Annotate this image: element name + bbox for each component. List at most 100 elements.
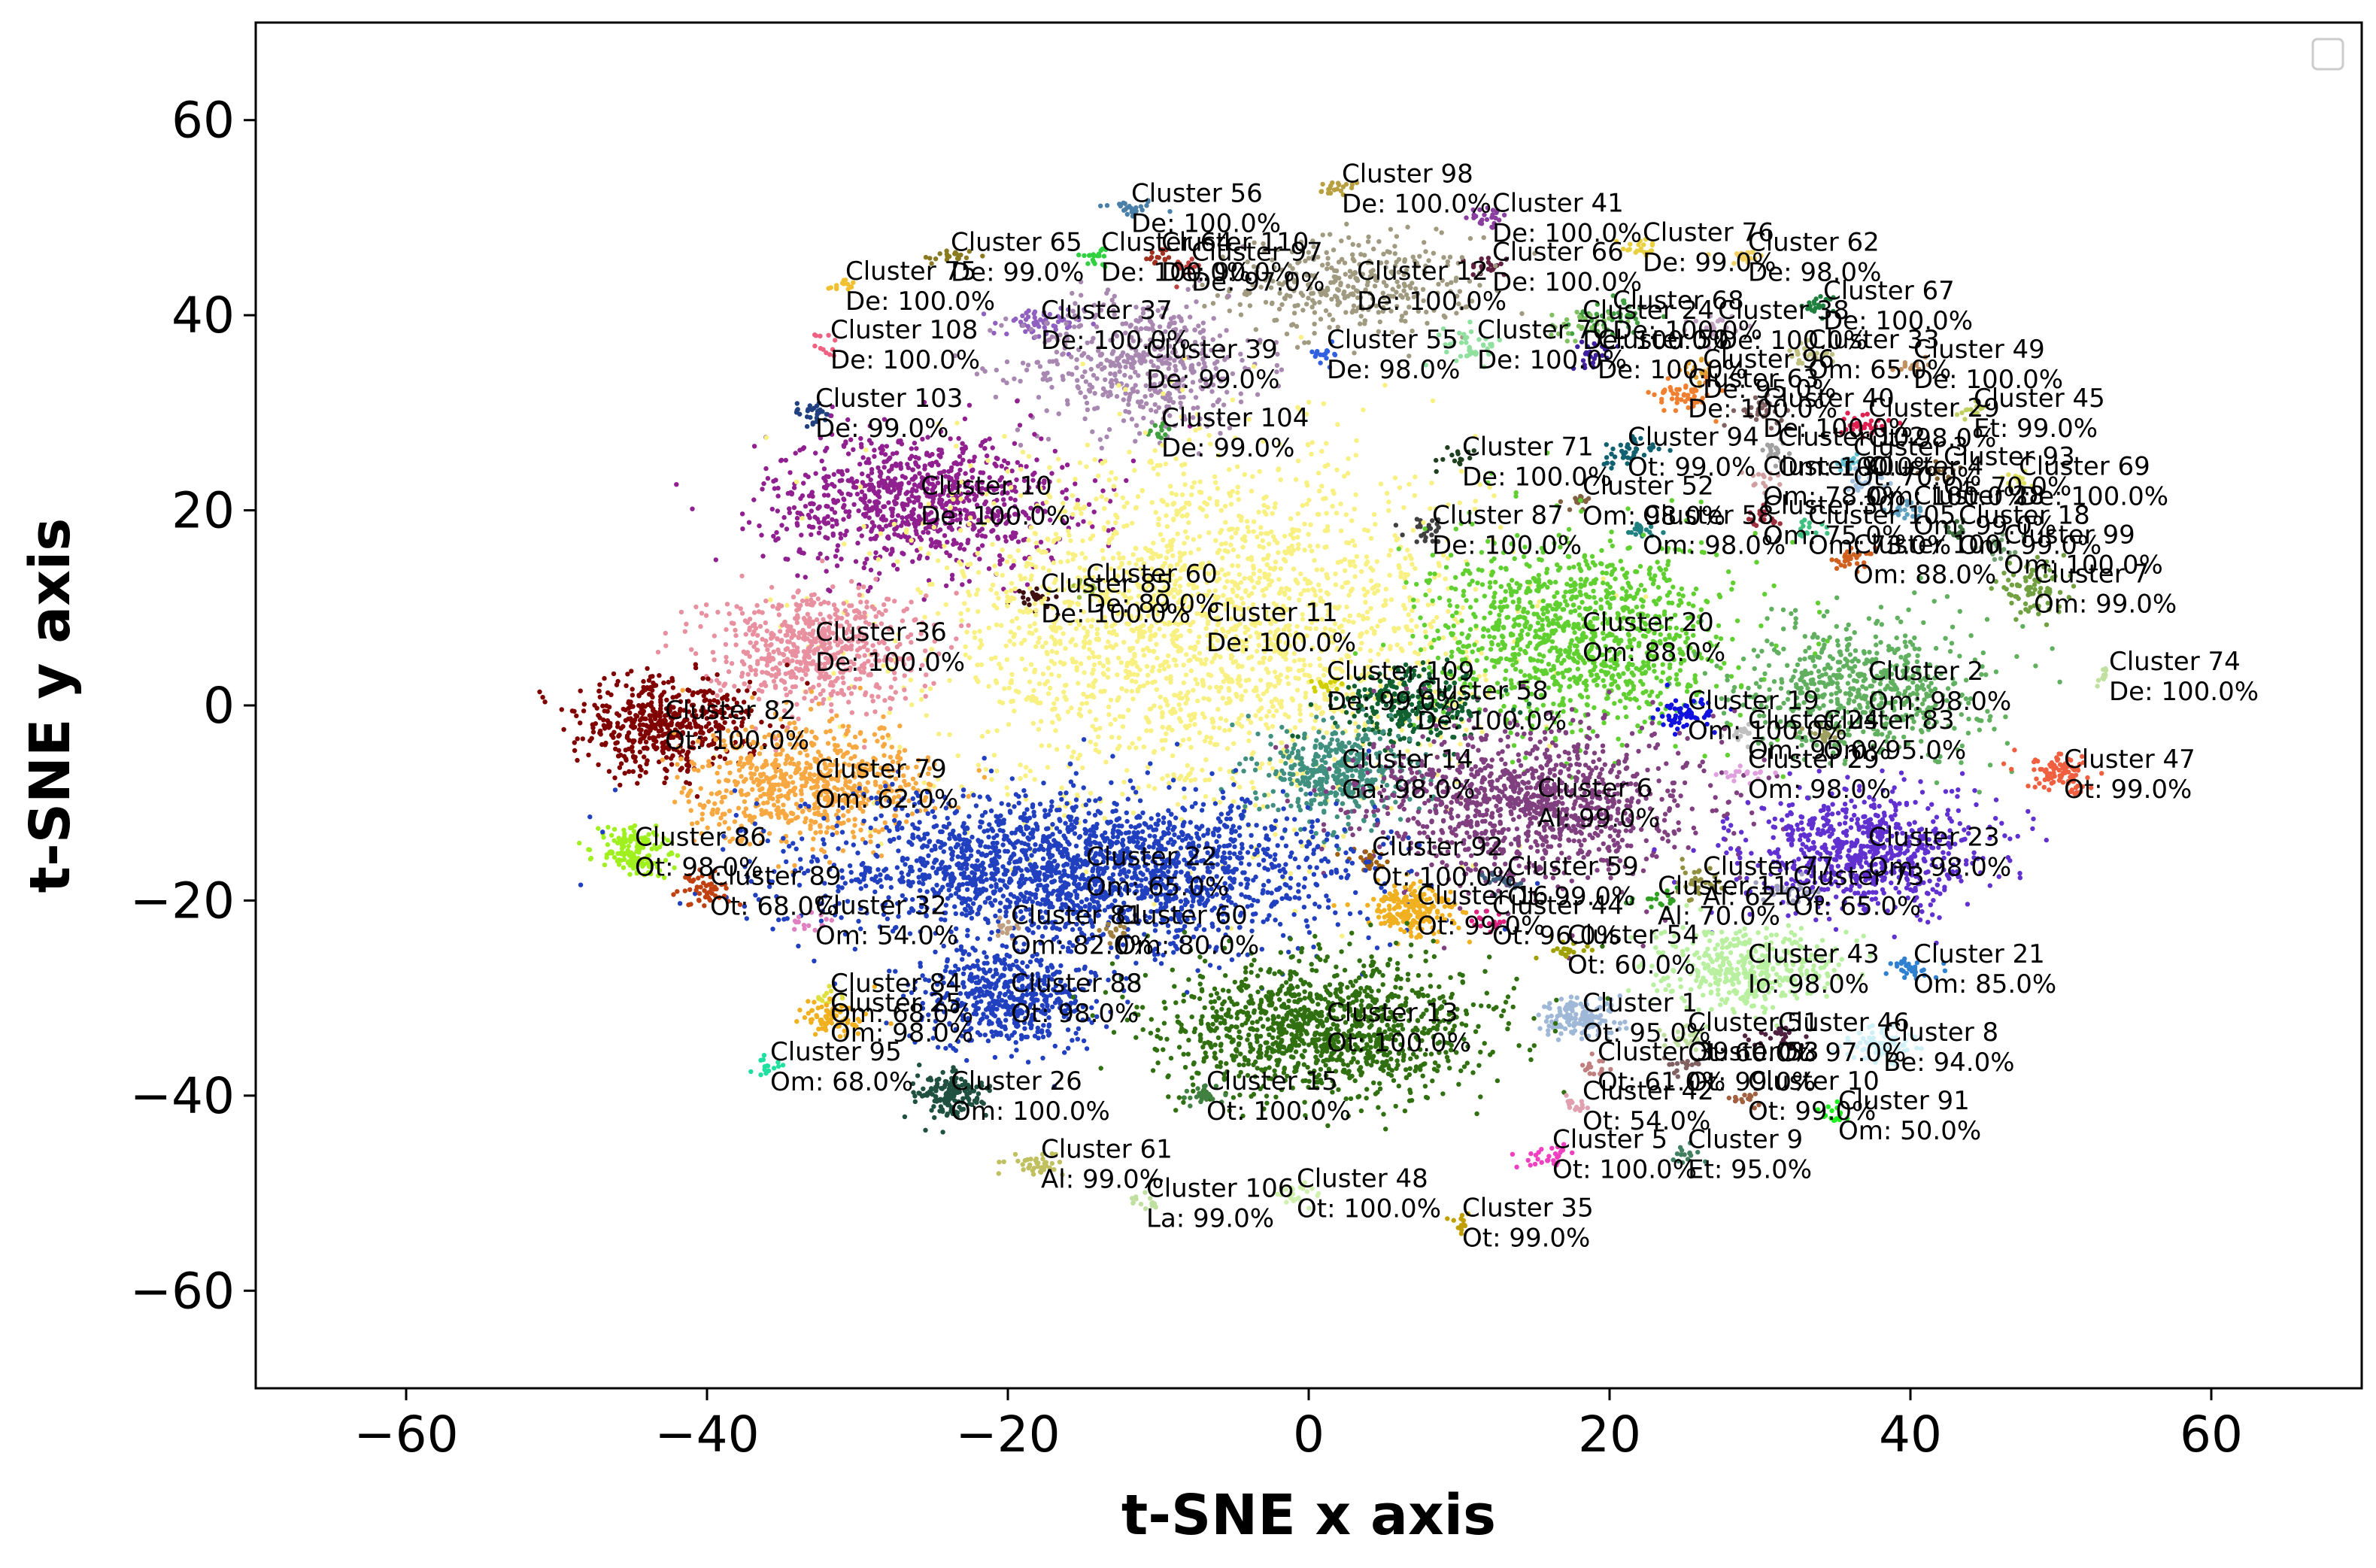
data-point [1473, 214, 1479, 219]
data-point [897, 745, 903, 750]
data-point [1411, 294, 1417, 299]
data-point [1360, 271, 1366, 277]
data-point [1249, 489, 1255, 494]
data-point [1646, 390, 1651, 395]
data-point [1427, 588, 1432, 593]
data-point [1322, 463, 1328, 469]
data-point [1706, 252, 1711, 257]
data-point [1036, 395, 1042, 400]
data-point [1227, 288, 1232, 294]
data-point [1265, 505, 1270, 510]
data-point [1381, 251, 1386, 256]
data-point [1064, 496, 1069, 501]
cluster-points [1566, 293, 1667, 337]
data-point [1012, 708, 1017, 714]
data-point [1634, 320, 1640, 326]
data-point [955, 753, 960, 758]
data-point [1117, 364, 1123, 369]
data-point [1101, 253, 1107, 259]
data-point [1242, 472, 1247, 478]
data-point [1074, 667, 1079, 673]
data-point [1051, 661, 1058, 666]
data-point [961, 547, 967, 552]
data-point [1002, 434, 1007, 439]
data-point [1620, 246, 1626, 252]
data-point [1240, 693, 1245, 699]
data-point [1197, 534, 1203, 539]
data-point [1085, 261, 1091, 266]
data-point [1352, 543, 1358, 548]
data-point [1661, 314, 1667, 320]
data-point [898, 486, 903, 491]
data-point [1304, 302, 1309, 307]
data-point [1490, 208, 1496, 213]
data-point [1698, 328, 1704, 334]
data-point [1099, 494, 1105, 499]
data-point [799, 550, 804, 555]
data-point [898, 534, 904, 540]
data-point [906, 522, 912, 527]
data-point [1392, 628, 1397, 634]
data-point [1574, 309, 1579, 315]
data-point [1434, 226, 1439, 232]
data-point [1235, 563, 1241, 569]
data-point [1082, 394, 1088, 400]
data-point [1111, 484, 1117, 489]
data-point [813, 450, 818, 456]
data-point [1285, 681, 1291, 687]
data-point [823, 521, 829, 526]
data-point [1115, 672, 1120, 678]
data-point [1149, 669, 1155, 674]
data-point [1092, 457, 1097, 463]
data-point [1082, 670, 1087, 675]
data-point [1747, 323, 1752, 329]
cluster-points [952, 244, 1285, 456]
data-point [1429, 481, 1434, 486]
data-point [1426, 258, 1431, 263]
data-point [1145, 672, 1151, 678]
data-point [1080, 765, 1085, 771]
data-point [1246, 738, 1252, 744]
data-point [1831, 308, 1836, 314]
data-point [1309, 548, 1315, 554]
data-point [1262, 571, 1267, 577]
data-point [1116, 383, 1121, 388]
data-point [1352, 350, 1357, 356]
data-point [1321, 672, 1327, 678]
data-point [1221, 593, 1226, 598]
data-point [1004, 559, 1010, 565]
data-point [1346, 619, 1352, 624]
data-point [842, 541, 847, 547]
data-point [1227, 308, 1233, 314]
data-point [763, 466, 769, 472]
data-point [888, 506, 894, 511]
data-point [1215, 486, 1221, 491]
data-point [948, 465, 954, 471]
data-point [1021, 590, 1026, 596]
data-point [1185, 696, 1191, 702]
data-point [1196, 262, 1202, 268]
data-point [1061, 377, 1066, 382]
data-point [1292, 725, 1298, 730]
data-point [995, 456, 1000, 462]
data-point [830, 347, 836, 352]
data-point [911, 507, 917, 512]
data-point [1436, 281, 1441, 287]
data-point [1026, 453, 1032, 459]
data-point [888, 455, 893, 460]
data-point [1418, 524, 1423, 529]
data-point [1121, 397, 1127, 402]
data-point [1693, 318, 1698, 324]
data-point [1328, 232, 1333, 237]
data-point [1396, 284, 1401, 290]
cluster-points [1682, 314, 1752, 350]
data-point [994, 728, 1000, 733]
data-point [1257, 544, 1262, 549]
data-point [1152, 260, 1158, 266]
data-point [1306, 340, 1312, 345]
data-point [1243, 289, 1249, 294]
data-point [1286, 587, 1292, 593]
data-point [837, 489, 842, 494]
data-point [1338, 501, 1343, 507]
data-point [1009, 672, 1015, 677]
